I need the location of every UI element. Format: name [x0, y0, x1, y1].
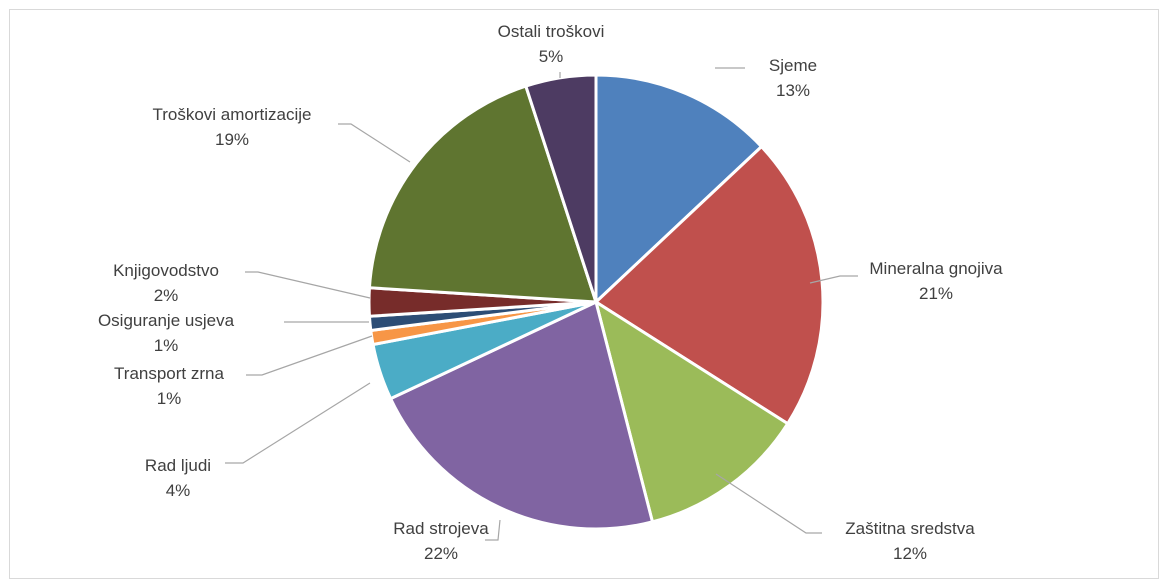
slice-label-osiguranje-usjeva: Osiguranje usjeva	[98, 311, 235, 330]
slice-percent-troskovi-amortizacije: 19%	[215, 130, 249, 149]
pie-slice-zastitna-sredstva	[594, 300, 790, 524]
pie-slice-sjeme	[594, 73, 763, 304]
slice-label-zastitna-sredstva: Zaštitna sredstva	[845, 519, 975, 538]
leader-line-knjigovodstvo	[245, 271, 371, 299]
slice-label-rad-ljudi: Rad ljudi	[145, 456, 211, 475]
slice-percent-ostali-troskovi: 5%	[539, 47, 564, 66]
slice-percent-transport-zrna: 1%	[157, 389, 182, 408]
pie-slice-troskovi-amortizacije	[367, 84, 598, 304]
slice-label-rad-strojeva: Rad strojeva	[393, 519, 489, 538]
leader-line-rad-ljudi	[225, 382, 371, 464]
labels-group: Sjeme 13% Mineralna gnojiva 21% Zaštitna sre…	[98, 22, 1003, 563]
slice-percent-zastitna-sredstva: 12%	[893, 544, 927, 563]
slice-label-sjeme: Sjeme	[769, 56, 817, 75]
slice-percent-osiguranje-usjeva: 1%	[154, 336, 179, 355]
slice-label-knjigovodstvo: Knjigovodstvo	[113, 261, 219, 280]
slice-percent-sjeme: 13%	[776, 81, 810, 100]
slice-label-troskovi-amortizacije: Troškovi amortizacije	[152, 105, 311, 124]
leader-line-zastitna-sredstva	[715, 473, 822, 534]
pie-slice-rad-strojeva	[389, 300, 654, 531]
slice-percent-rad-ljudi: 4%	[166, 481, 191, 500]
slice-percent-rad-strojeva: 22%	[424, 544, 458, 563]
leader-line-rad-strojeva	[485, 519, 501, 541]
leader-line-mineralna-gnojiva	[809, 275, 858, 284]
slices-group	[367, 73, 825, 531]
leader-line-transport-zrna	[246, 335, 373, 376]
slice-percent-mineralna-gnojiva: 21%	[919, 284, 953, 303]
slice-label-transport-zrna: Transport zrna	[114, 364, 224, 383]
slice-percent-knjigovodstvo: 2%	[154, 286, 179, 305]
leader-line-troskovi-amortizacije	[338, 123, 411, 163]
slice-label-mineralna-gnojiva: Mineralna gnojiva	[869, 259, 1003, 278]
slice-label-ostali-troskovi: Ostali troškovi	[498, 22, 605, 41]
leader-lines-group	[225, 67, 858, 541]
